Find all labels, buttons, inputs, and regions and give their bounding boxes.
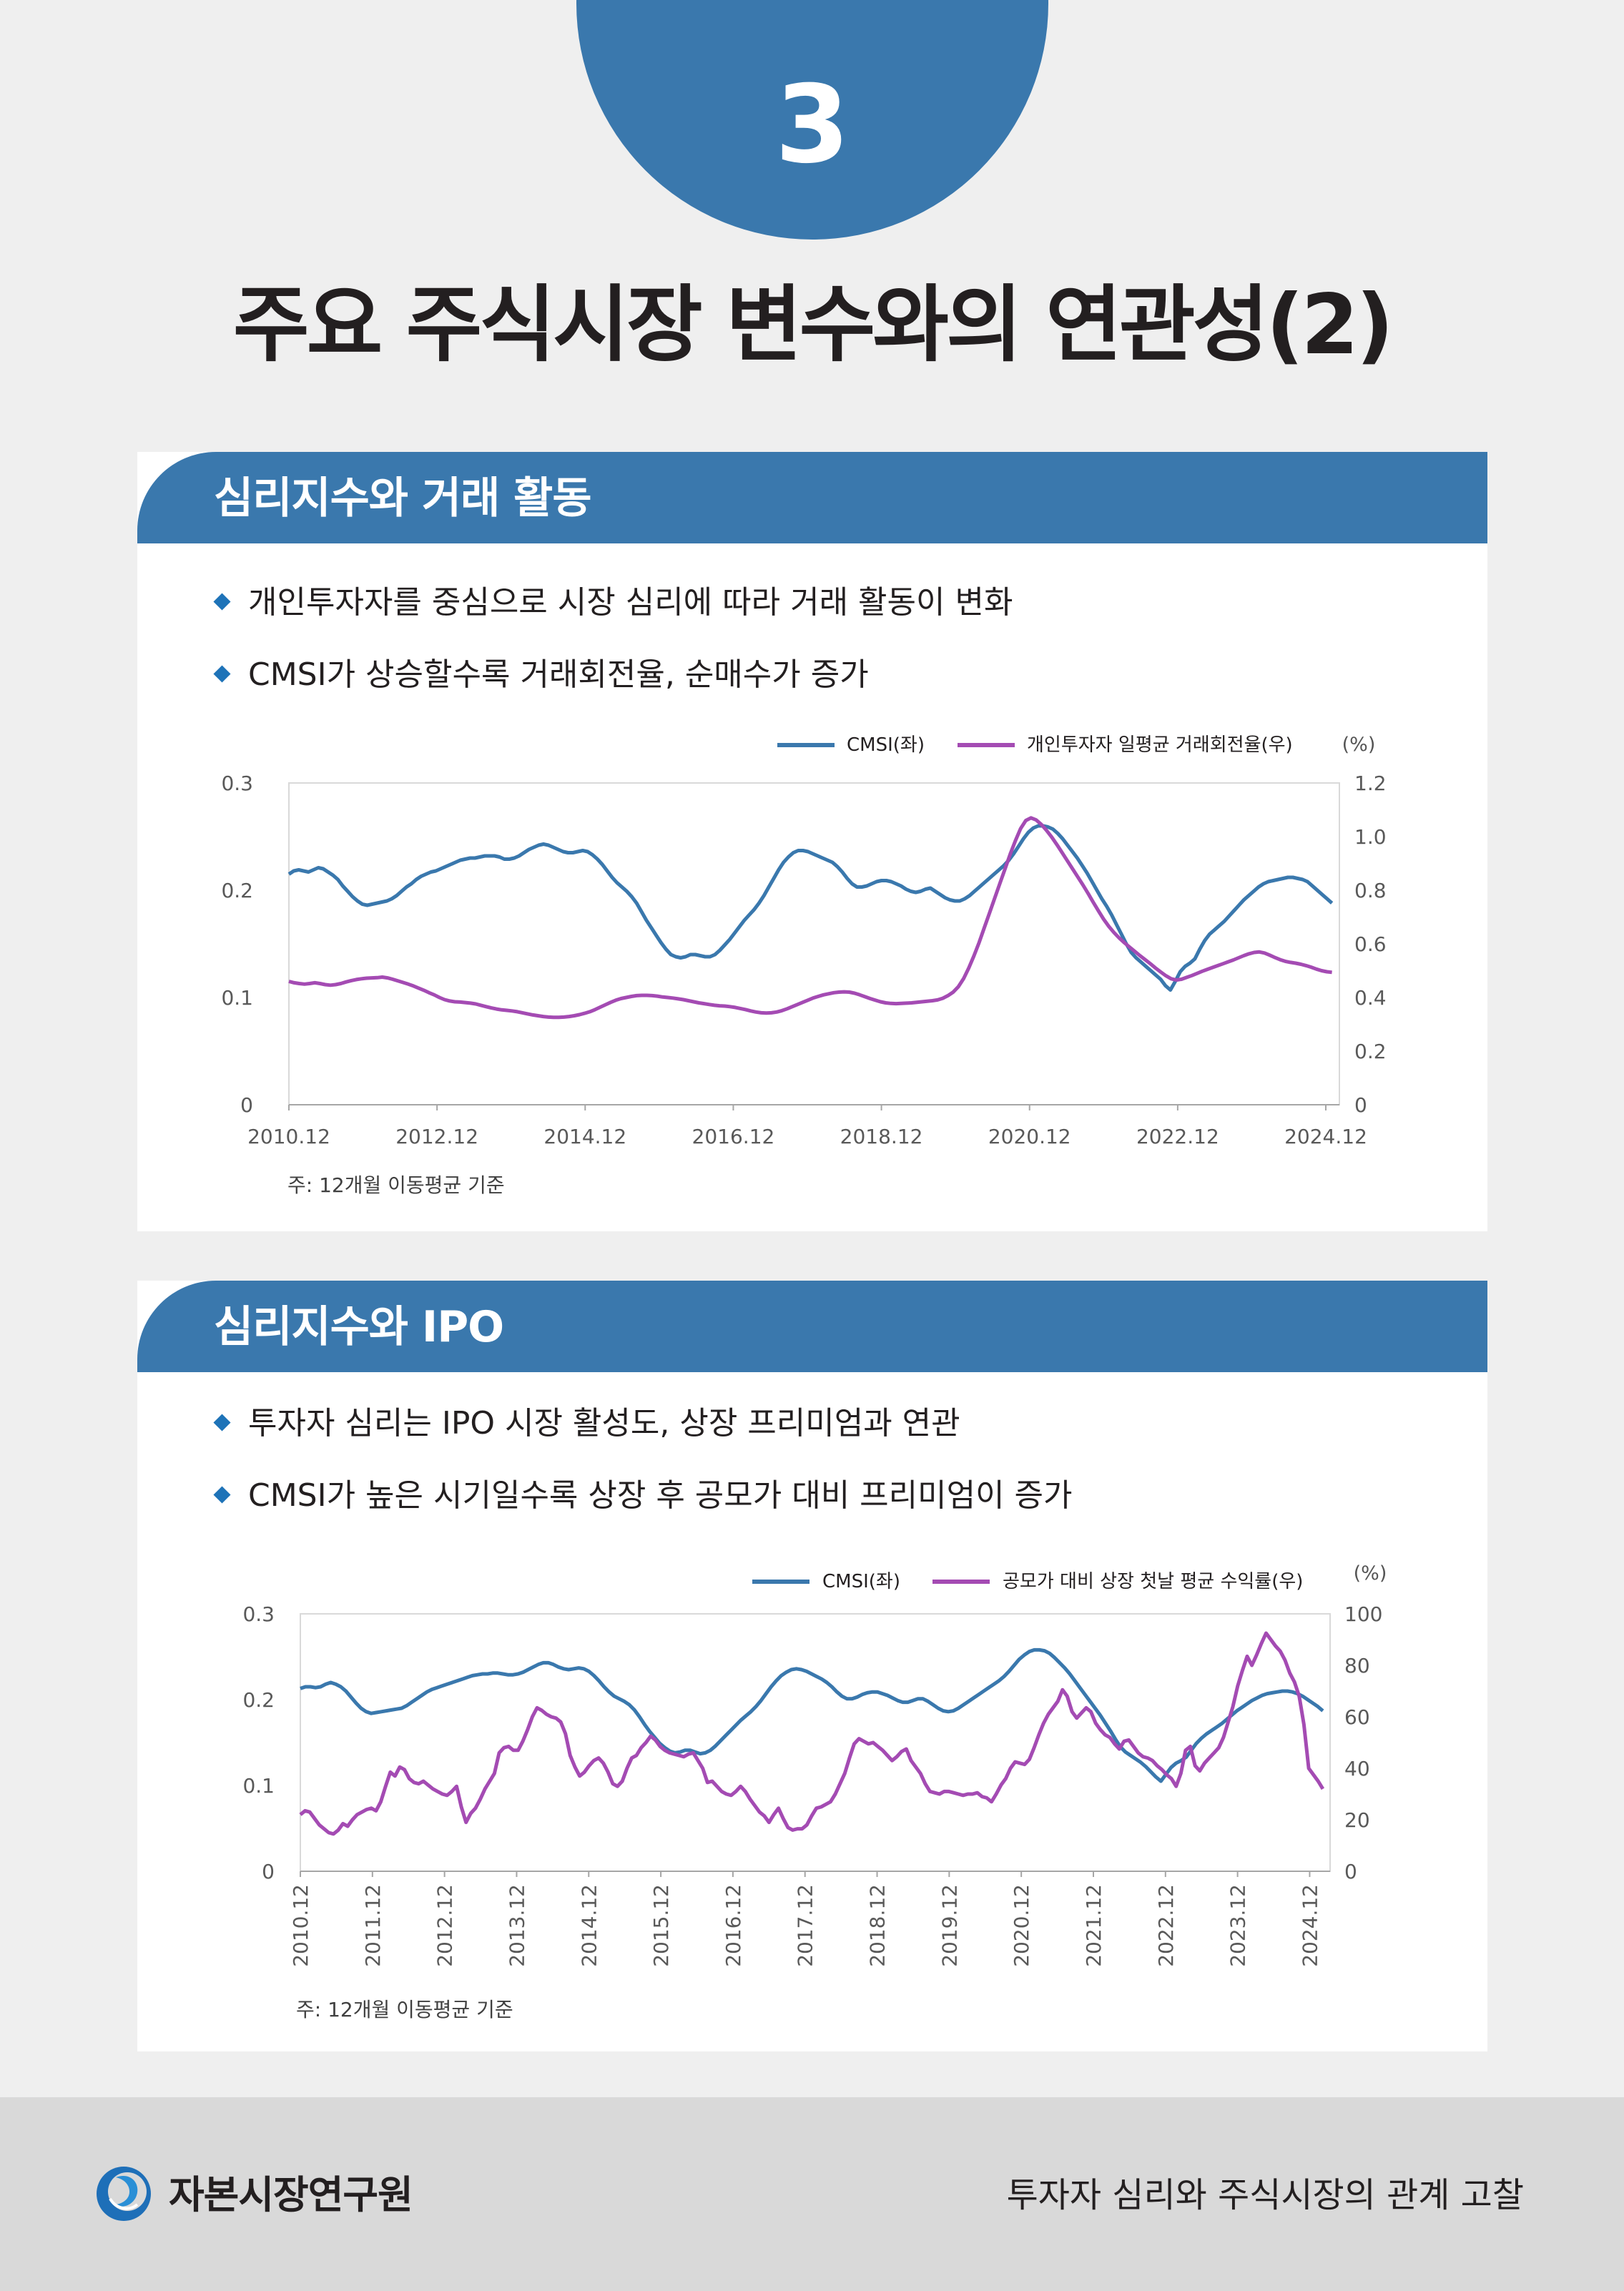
x-tick-label: 2022.12 (1136, 1125, 1219, 1148)
y-left-tick-label: 0.2 (242, 1688, 275, 1712)
x-tick-label: 2013.12 (505, 1884, 528, 1967)
bullet-text: 개인투자자를 중심으로 시장 심리에 따라 거래 활동이 변화 (248, 584, 1013, 621)
series-line-secondary (299, 1631, 1325, 1836)
y-right-tick-label: 40 (1344, 1757, 1370, 1780)
x-tick-label: 2020.12 (988, 1125, 1071, 1148)
x-tick-label: 2022.12 (1154, 1884, 1178, 1967)
chart-note: 주: 12개월 이동평균 기준 (287, 1173, 505, 1197)
x-tick-label: 2014.12 (543, 1125, 626, 1148)
y-left-tick-label: 0.3 (221, 772, 253, 795)
page-title: 주요 주식시장 변수와의 연관성(2) (232, 277, 1394, 373)
y-left-tick-label: 0.3 (242, 1602, 275, 1626)
y-right-tick-label: 100 (1344, 1602, 1382, 1626)
x-tick-label: 2015.12 (649, 1884, 673, 1967)
x-tick-label: 2010.12 (247, 1125, 330, 1148)
right-axis-unit: (%) (1354, 1562, 1387, 1585)
series-lines (287, 816, 1334, 1020)
y-axis-right: 0 0.2 0.4 0.6 0.8 1.0 1.2 (1354, 772, 1387, 1117)
bullet-text: CMSI가 높은 시기일수록 상장 후 공모가 대비 프리미엄이 증가 (248, 1477, 1073, 1514)
bullet-text: CMSI가 상승할수록 거래회전율, 순매수가 증가 (248, 656, 869, 693)
bullet-text: 투자자 심리는 IPO 시장 활성도, 상장 프리미엄과 연관 (248, 1405, 960, 1442)
legend: CMSI(좌) 개인투자자 일평균 거래회전율(우) (%) (777, 734, 1375, 756)
org-name: 자본시장연구원 (169, 2172, 413, 2217)
plot-frame (288, 782, 1340, 1105)
diamond-bullet-icon (213, 1413, 231, 1432)
y-left-tick-label: 0.2 (221, 879, 253, 902)
y-right-tick-label: 20 (1344, 1808, 1370, 1832)
bullet-item: CMSI가 높은 시기일수록 상장 후 공모가 대비 프리미엄이 증가 (213, 1474, 1073, 1517)
x-tick-label: 2011.12 (361, 1884, 385, 1967)
y-axis-right: 0 20 40 60 80 100 (1344, 1602, 1382, 1883)
legend-label-ipo: 공모가 대비 상장 첫날 평균 수익률(우) (1003, 1571, 1303, 1592)
series-line-cmsi (287, 824, 1334, 992)
chart-note: 주: 12개월 이동평균 기준 (296, 1998, 513, 2021)
x-axis-ticks: 2010.12 2012.12 2014.12 2016.12 2018.12 2020.… (247, 1105, 1367, 1148)
y-right-tick-label: 1.0 (1354, 825, 1387, 849)
x-tick-label: 2019.12 (938, 1884, 961, 1967)
y-right-tick-label: 0 (1354, 1093, 1367, 1117)
y-left-tick-label: 0.1 (242, 1774, 275, 1798)
report-title: 투자자 심리와 주식시장의 관계 고찰 (1006, 2175, 1524, 2215)
x-tick-label: 2021.12 (1082, 1884, 1106, 1967)
bullet-item: CMSI가 상승할수록 거래회전율, 순매수가 증가 (213, 654, 869, 696)
x-tick-label: 2023.12 (1226, 1884, 1250, 1967)
x-tick-label: 2016.12 (722, 1884, 745, 1967)
y-right-tick-label: 0.8 (1354, 879, 1387, 902)
plot-frame (300, 1613, 1331, 1872)
series-line-secondary (288, 816, 1332, 1020)
chart-trading-turnover: CMSI(좌) 개인투자자 일평균 거래회전율(우) (%) 0 0.1 0.2 0.… (221, 734, 1387, 1148)
y-left-tick-label: 0 (262, 1860, 275, 1883)
legend-label-cmsi: CMSI(좌) (822, 1571, 900, 1592)
y-right-tick-label: 60 (1344, 1705, 1370, 1729)
x-tick-label: 2014.12 (577, 1884, 601, 1967)
y-axis-left: 0 0.1 0.2 0.3 (221, 772, 253, 1117)
y-left-tick-label: 0.1 (221, 986, 253, 1010)
y-axis-left: 0 0.1 0.2 0.3 (242, 1602, 275, 1883)
x-tick-label: 2024.12 (1298, 1884, 1322, 1967)
x-tick-label: 2012.12 (433, 1884, 457, 1967)
y-right-tick-label: 0.4 (1354, 986, 1387, 1010)
bullet-item: 투자자 심리는 IPO 시장 활성도, 상장 프리미엄과 연관 (213, 1402, 960, 1445)
legend: CMSI(좌) 공모가 대비 상장 첫날 평균 수익률(우) (%) (752, 1562, 1387, 1592)
section-header: 심리지수와 거래 활동 (137, 452, 1487, 543)
bullet-item: 개인투자자를 중심으로 시장 심리에 따라 거래 활동이 변화 (213, 581, 1013, 624)
chart-ipo-premium: CMSI(좌) 공모가 대비 상장 첫날 평균 수익률(우) (%) 00.10… (242, 1562, 1387, 1967)
section-card-trading: 심리지수와 거래 활동 개인투자자를 중심으로 시장 심리에 따라 거래 활동이… (137, 452, 1487, 1231)
section-header: 심리지수와 IPO (137, 1281, 1487, 1372)
section-title: 심리지수와 거래 활동 (214, 473, 592, 523)
x-tick-label: 2018.12 (840, 1125, 923, 1148)
page-number: 3 (774, 63, 850, 187)
legend-label-turnover: 개인투자자 일평균 거래회전율(우) (1027, 734, 1293, 756)
section-card-ipo: 심리지수와 IPO 투자자 심리는 IPO 시장 활성도, 상장 프리미엄과 연… (137, 1281, 1487, 2051)
y-right-tick-label: 0.2 (1354, 1040, 1387, 1063)
right-axis-unit: (%) (1342, 734, 1376, 756)
series-lines (299, 1631, 1325, 1836)
x-tick-label: 2010.12 (289, 1884, 313, 1967)
diamond-bullet-icon (213, 1485, 231, 1504)
footer: 자본시장연구원 투자자 심리와 주식시장의 관계 고찰 (0, 2097, 1624, 2291)
x-tick-label: 2016.12 (692, 1125, 775, 1148)
x-tick-label: 2020.12 (1010, 1884, 1033, 1967)
x-tick-label: 2024.12 (1284, 1125, 1367, 1148)
x-tick-label: 2012.12 (395, 1125, 478, 1148)
y-left-tick-label: 0 (240, 1093, 253, 1117)
y-right-tick-label: 0.6 (1354, 932, 1387, 956)
diamond-bullet-icon (213, 664, 231, 683)
kcmi-logo-icon (97, 2167, 151, 2221)
y-right-tick-label: 80 (1344, 1654, 1370, 1677)
x-tick-label: 2018.12 (866, 1884, 890, 1967)
x-axis-ticks: 2010.12 2011.12 2012.12 2013.12 2014.12 2015.… (289, 1871, 1322, 1967)
legend-label-cmsi: CMSI(좌) (847, 734, 925, 756)
section-title: 심리지수와 IPO (214, 1302, 504, 1352)
series-line-cmsi (300, 1647, 1324, 1783)
x-tick-label: 2017.12 (794, 1884, 817, 1967)
y-right-tick-label: 0 (1344, 1860, 1357, 1883)
y-right-tick-label: 1.2 (1354, 772, 1387, 795)
diamond-bullet-icon (213, 592, 231, 611)
